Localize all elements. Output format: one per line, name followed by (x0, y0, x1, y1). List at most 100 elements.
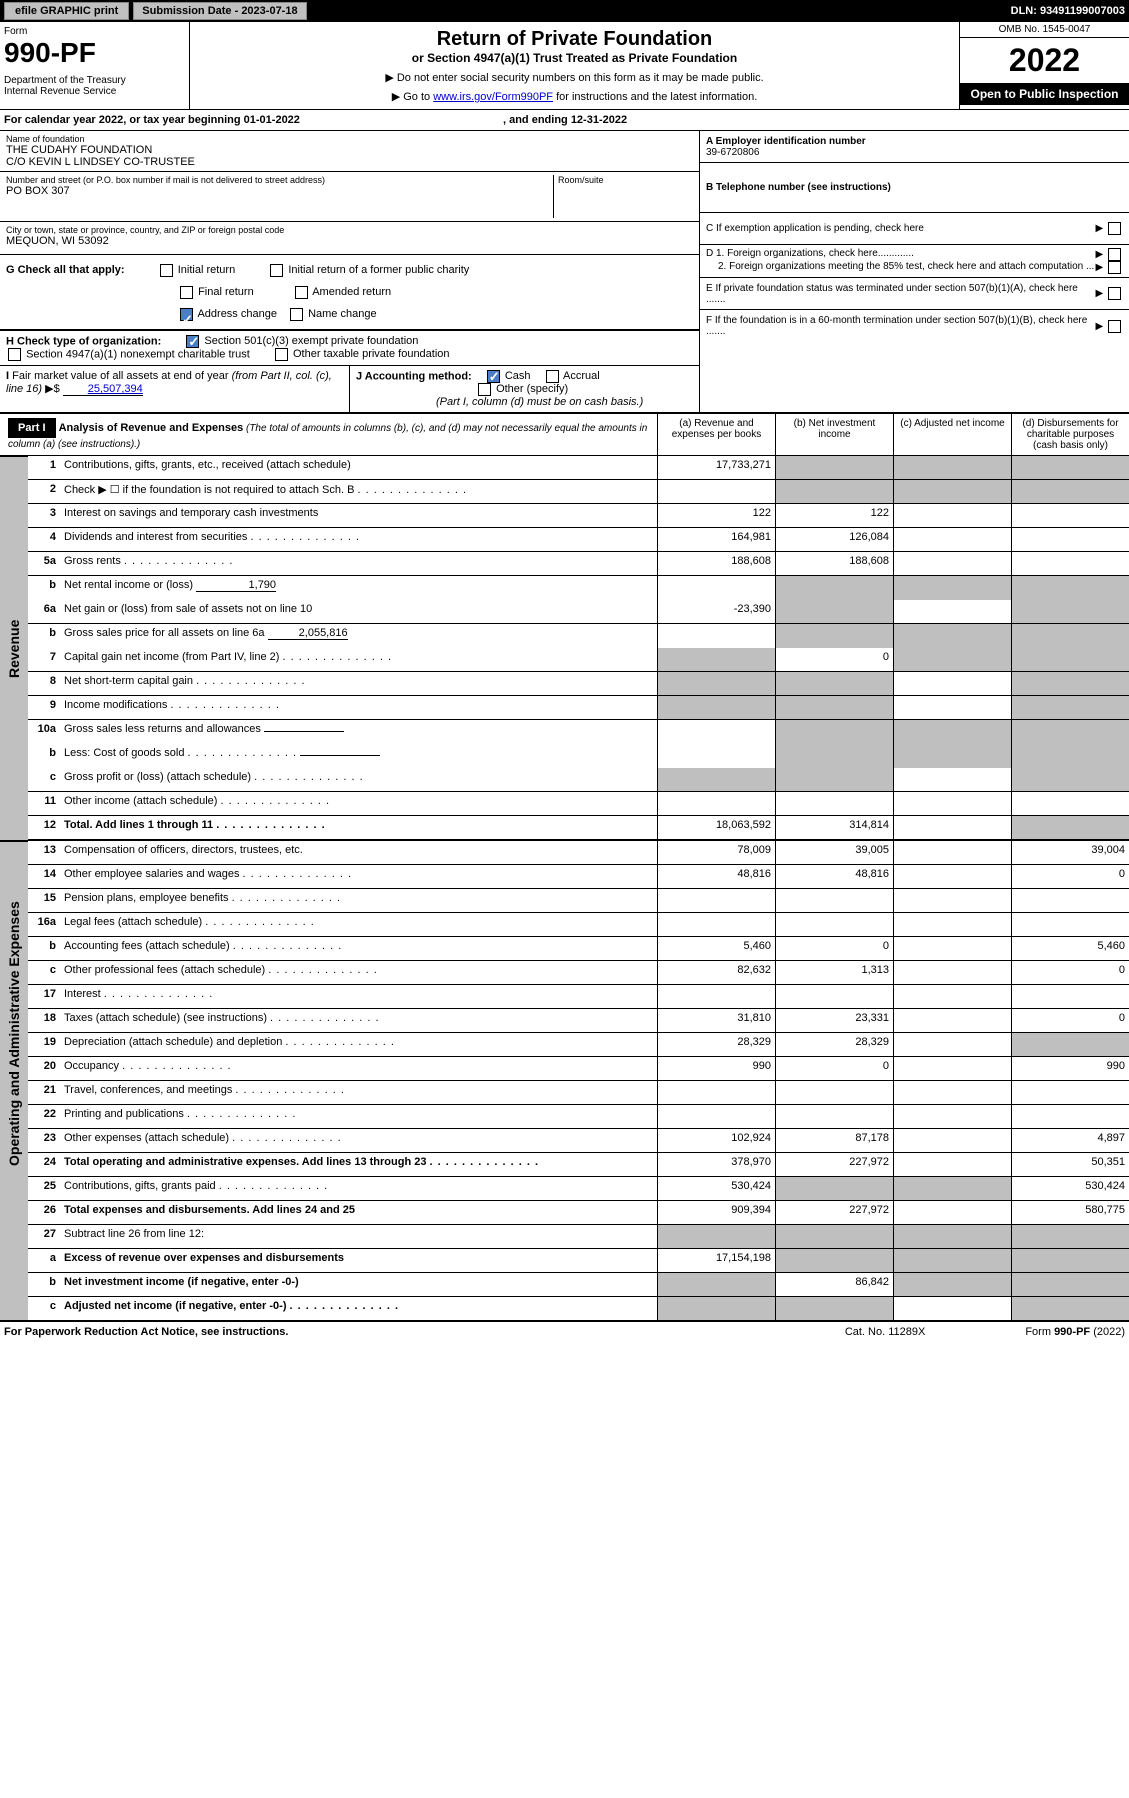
line-desc: Net short-term capital gain (60, 672, 657, 695)
part1-header-row: Part I Analysis of Revenue and Expenses … (0, 413, 1129, 455)
line-number: 23 (28, 1129, 60, 1152)
cell (893, 744, 1011, 768)
line-desc: Total operating and administrative expen… (60, 1153, 657, 1176)
cell (893, 720, 1011, 744)
table-row: 18Taxes (attach schedule) (see instructi… (28, 1009, 1129, 1033)
top-bar: efile GRAPHIC print Submission Date - 20… (0, 0, 1129, 22)
cell (775, 1249, 893, 1272)
cell (893, 889, 1011, 912)
line-desc: Contributions, gifts, grants paid (60, 1177, 657, 1200)
table-row: 19Depreciation (attach schedule) and dep… (28, 1033, 1129, 1057)
checkbox-4947a1[interactable] (8, 348, 21, 361)
cell (1011, 528, 1129, 551)
line-number: 26 (28, 1201, 60, 1224)
line-desc: Total expenses and disbursements. Add li… (60, 1201, 657, 1224)
cell: 227,972 (775, 1153, 893, 1176)
line-number: b (28, 624, 60, 648)
table-row: 11Other income (attach schedule) (28, 792, 1129, 816)
checkbox-501c3[interactable] (186, 335, 199, 348)
checkbox-accrual[interactable] (546, 370, 559, 383)
table-row: 9Income modifications (28, 696, 1129, 720)
cell (1011, 1273, 1129, 1296)
cell (1011, 720, 1129, 744)
cell: 23,331 (775, 1009, 893, 1032)
line-number: 17 (28, 985, 60, 1008)
checkbox-d1[interactable] (1108, 248, 1121, 261)
checkbox-initial-former[interactable] (270, 264, 283, 277)
city-label: City or town, state or province, country… (6, 225, 693, 235)
line-number: 2 (28, 480, 60, 503)
cell: 378,970 (657, 1153, 775, 1176)
line-desc: Check ▶ ☐ if the foundation is not requi… (60, 480, 657, 503)
cell: 17,154,198 (657, 1249, 775, 1272)
cell (657, 1273, 775, 1296)
revenue-tab: Revenue (0, 456, 28, 840)
cell (657, 648, 775, 671)
checkbox-final[interactable] (180, 286, 193, 299)
line-number: 5a (28, 552, 60, 575)
cell: 122 (775, 504, 893, 527)
checkbox-d2[interactable] (1108, 261, 1121, 274)
checkbox-f[interactable] (1108, 320, 1121, 333)
checkbox-amended[interactable] (295, 286, 308, 299)
cell (775, 480, 893, 503)
cell (775, 985, 893, 1008)
checkbox-other-taxable[interactable] (275, 348, 288, 361)
cell (893, 648, 1011, 671)
line-number: 14 (28, 865, 60, 888)
table-row: cOther professional fees (attach schedul… (28, 961, 1129, 985)
table-row: 26Total expenses and disbursements. Add … (28, 1201, 1129, 1225)
line-desc: Total. Add lines 1 through 11 (60, 816, 657, 839)
checkbox-cash[interactable] (487, 370, 500, 383)
revenue-table: Revenue 1Contributions, gifts, grants, e… (0, 455, 1129, 840)
table-row: 24Total operating and administrative exp… (28, 1153, 1129, 1177)
line-desc: Subtract line 26 from line 12: (60, 1225, 657, 1248)
cell: 17,733,271 (657, 456, 775, 479)
cell (775, 600, 893, 623)
cell (893, 576, 1011, 600)
checkbox-initial[interactable] (160, 264, 173, 277)
table-row: 15Pension plans, employee benefits (28, 889, 1129, 913)
efile-button[interactable]: efile GRAPHIC print (4, 2, 129, 20)
form-note2: ▶ Go to www.irs.gov/Form990PF for instru… (196, 90, 953, 103)
cell (1011, 792, 1129, 815)
ein-value: 39-6720806 (706, 147, 866, 158)
fmv-value[interactable]: 25,507,394 (63, 383, 143, 396)
cell: 990 (1011, 1057, 1129, 1080)
cell: 126,084 (775, 528, 893, 551)
info-section: Name of foundation THE CUDAHY FOUNDATION… (0, 131, 1129, 413)
line-desc: Income modifications (60, 696, 657, 719)
line-number: 8 (28, 672, 60, 695)
cell: 39,004 (1011, 841, 1129, 864)
line-number: 7 (28, 648, 60, 671)
cell (1011, 456, 1129, 479)
cell (775, 672, 893, 695)
line-number: 6a (28, 600, 60, 623)
form-note1: ▶ Do not enter social security numbers o… (196, 71, 953, 84)
cell (657, 985, 775, 1008)
cell (893, 1081, 1011, 1104)
line-desc: Contributions, gifts, grants, etc., rece… (60, 456, 657, 479)
cell (775, 913, 893, 936)
line-desc: Travel, conferences, and meetings (60, 1081, 657, 1104)
omb-number: OMB No. 1545-0047 (960, 22, 1129, 38)
d2-label: 2. Foreign organizations meeting the 85%… (718, 261, 1096, 274)
cell (893, 1009, 1011, 1032)
c-label: C If exemption application is pending, c… (706, 223, 1096, 234)
line-number: c (28, 768, 60, 791)
cell (1011, 1105, 1129, 1128)
checkbox-e[interactable] (1108, 287, 1121, 300)
e-label: E If private foundation status was termi… (706, 283, 1096, 305)
checkbox-name-change[interactable] (290, 308, 303, 321)
checkbox-address-change[interactable] (180, 308, 193, 321)
cell (775, 1225, 893, 1248)
cell: 909,394 (657, 1201, 775, 1224)
cell (1011, 768, 1129, 791)
checkbox-c[interactable] (1108, 222, 1121, 235)
table-row: 27Subtract line 26 from line 12: (28, 1225, 1129, 1249)
irs-link[interactable]: www.irs.gov/Form990PF (433, 91, 553, 103)
table-row: 8Net short-term capital gain (28, 672, 1129, 696)
cell (1011, 576, 1129, 600)
cell (893, 1129, 1011, 1152)
cell (657, 480, 775, 503)
